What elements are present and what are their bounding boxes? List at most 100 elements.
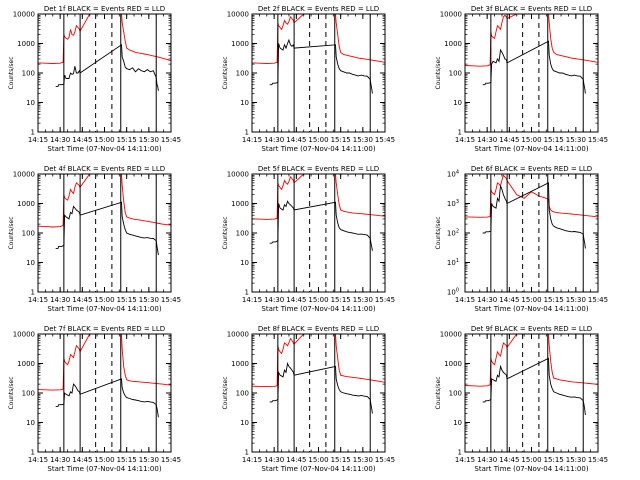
panel-title: Det 6f BLACK = Events RED = LLD <box>471 165 592 173</box>
series-events-line <box>482 357 586 416</box>
x-tick-label: 14:30 <box>264 296 284 304</box>
x-tick-label: 15:30 <box>139 136 159 144</box>
x-tick-label: 15:30 <box>353 136 373 144</box>
x-tick-label: 15:45 <box>375 136 395 144</box>
x-tick-label: 15:15 <box>331 136 351 144</box>
series-lld-line <box>252 334 385 388</box>
y-tick-label: 10 <box>240 259 249 267</box>
series-events-line <box>55 43 159 91</box>
x-tick-label: 15:15 <box>331 296 351 304</box>
x-tick-label: 15:45 <box>375 456 395 464</box>
x-tick-label: 14:45 <box>72 136 92 144</box>
x-tick-label: 15:00 <box>521 296 541 304</box>
x-tick-label: 15:45 <box>161 456 181 464</box>
x-tick-label: 15:15 <box>117 456 137 464</box>
x-tick-label: 14:30 <box>477 456 497 464</box>
y-tick-label: 100 <box>447 288 459 297</box>
x-tick-label: 15:00 <box>521 456 541 464</box>
y-tick-label: 100 <box>236 230 249 238</box>
x-tick-label: 14:45 <box>499 296 519 304</box>
plot-frame <box>37 333 172 453</box>
y-tick-label: 1 <box>245 129 249 137</box>
y-tick-label: 100 <box>22 390 35 398</box>
series-events-line <box>269 200 373 251</box>
series-events-line <box>482 40 586 94</box>
x-axis-label: Start Time (07-Nov-04 14:11:00) <box>261 305 375 313</box>
y-tick-label: 10000 <box>227 171 249 179</box>
x-tick-label: 14:15 <box>242 136 262 144</box>
y-tick-label: 10 <box>26 419 35 427</box>
y-tick-label: 1000 <box>17 200 35 208</box>
series-lld-line <box>38 334 171 391</box>
x-tick-label: 15:30 <box>353 456 373 464</box>
y-axis-label: Counts/sec <box>8 376 15 409</box>
series-events-line <box>269 38 373 94</box>
x-tick-label: 14:15 <box>28 456 48 464</box>
x-tick-label: 15:15 <box>544 136 564 144</box>
x-tick-label: 15:15 <box>117 296 137 304</box>
detector-panel-9: Det 9f BLACK = Events RED = LLD 14:15 14:3… <box>435 325 608 473</box>
x-tick-label: 14:45 <box>286 456 306 464</box>
x-tick-label: 15:45 <box>588 136 608 144</box>
x-tick-label: 15:00 <box>94 296 114 304</box>
x-tick-label: 15:45 <box>588 456 608 464</box>
plot-frame <box>37 173 172 293</box>
y-axis-label: Counts/sec <box>435 376 442 409</box>
plot-frame <box>37 13 172 133</box>
series-lld-line <box>465 334 598 387</box>
x-axis-label: Start Time (07-Nov-04 14:11:00) <box>261 145 375 153</box>
x-tick-label: 15:15 <box>544 456 564 464</box>
panel-title: Det 9f BLACK = Events RED = LLD <box>471 325 592 333</box>
x-tick-label: 14:30 <box>50 456 70 464</box>
plot-frame <box>464 333 599 453</box>
x-tick-label: 15:15 <box>331 456 351 464</box>
x-tick-label: 14:30 <box>477 296 497 304</box>
x-tick-label: 14:15 <box>455 136 475 144</box>
plot-frame <box>251 333 386 453</box>
plot-frame <box>251 13 386 133</box>
x-tick-label: 14:45 <box>72 296 92 304</box>
series-events-line <box>55 201 159 256</box>
detector-panel-4: Det 4f BLACK = Events RED = LLD 14:15 14:3… <box>8 165 181 313</box>
x-tick-label: 14:45 <box>499 136 519 144</box>
y-tick-label: 10 <box>240 419 249 427</box>
y-tick-exponent: 0 <box>456 288 459 294</box>
y-tick-label: 100 <box>22 230 35 238</box>
y-tick-label: 10000 <box>13 171 35 179</box>
y-tick-label: 100 <box>22 70 35 78</box>
x-tick-label: 14:45 <box>72 456 92 464</box>
x-tick-label: 15:30 <box>566 456 586 464</box>
series-lld-line <box>252 14 385 64</box>
y-tick-label: 1000 <box>444 40 462 48</box>
detector-panel-6: Det 6f BLACK = Events RED = LLD 14:15 14:3… <box>435 165 608 313</box>
x-axis-label: Start Time (07-Nov-04 14:11:00) <box>474 465 588 473</box>
y-tick-label: 104 <box>447 170 459 179</box>
x-tick-label: 14:45 <box>286 296 306 304</box>
y-tick-label: 10000 <box>227 11 249 19</box>
x-tick-label: 14:30 <box>264 456 284 464</box>
y-tick-label: 1 <box>31 289 35 297</box>
detector-panel-2: Det 2f BLACK = Events RED = LLD 14:15 14:3… <box>222 5 395 153</box>
y-tick-label: 10000 <box>13 11 35 19</box>
y-tick-label: 101 <box>447 258 459 267</box>
x-axis-label: Start Time (07-Nov-04 14:11:00) <box>261 465 375 473</box>
x-tick-label: 15:00 <box>308 136 328 144</box>
x-tick-label: 15:30 <box>353 296 373 304</box>
plot-frame <box>251 173 386 293</box>
detector-panel-7: Det 7f BLACK = Events RED = LLD 14:15 14:3… <box>8 325 181 473</box>
x-axis-label: Start Time (07-Nov-04 14:11:00) <box>474 305 588 313</box>
panel-title: Det 4f BLACK = Events RED = LLD <box>44 165 165 173</box>
y-axis-label: Counts/sec <box>222 216 229 249</box>
series-lld-line <box>465 14 598 67</box>
y-tick-label: 10 <box>26 99 35 107</box>
x-tick-label: 14:30 <box>50 296 70 304</box>
x-tick-label: 15:30 <box>139 296 159 304</box>
y-tick-label: 1 <box>245 289 249 297</box>
panel-title: Det 1f BLACK = Events RED = LLD <box>44 5 165 13</box>
y-tick-label: 10000 <box>227 331 249 339</box>
x-axis-label: Start Time (07-Nov-04 14:11:00) <box>474 145 588 153</box>
y-tick-exponent: 1 <box>456 258 459 264</box>
y-tick-label: 10000 <box>440 11 462 19</box>
x-tick-label: 15:00 <box>521 136 541 144</box>
x-tick-label: 15:15 <box>544 296 564 304</box>
